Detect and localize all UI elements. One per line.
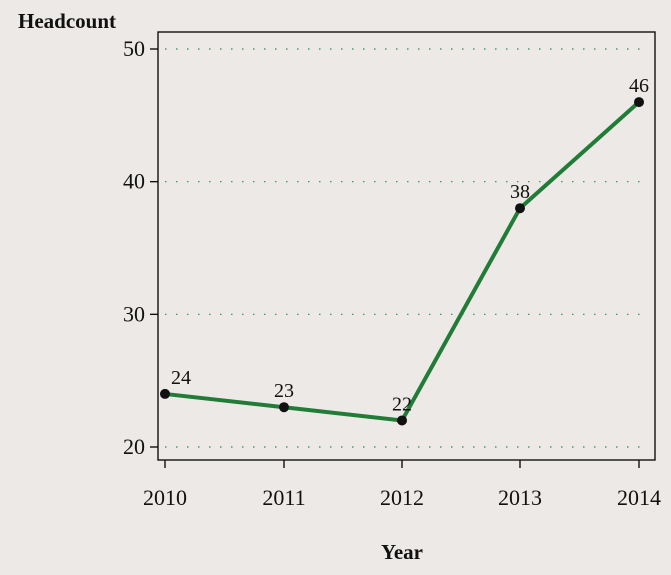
y-tick-label-20: 20 bbox=[123, 434, 145, 459]
y-tick-label-40: 40 bbox=[123, 169, 145, 194]
y-tick-label-30: 30 bbox=[123, 301, 145, 326]
y-axis: 20 30 40 50 bbox=[123, 36, 158, 459]
x-tick-label-2011: 2011 bbox=[262, 485, 305, 510]
data-point-2011 bbox=[279, 402, 289, 413]
data-label-2014: 46 bbox=[629, 75, 649, 97]
data-point-2013 bbox=[515, 203, 525, 214]
data-label-2013: 38 bbox=[510, 181, 530, 203]
data-point-2012 bbox=[397, 415, 407, 426]
plot-area: 20 30 40 50 2010 2011 2012 2013 2014 24 23 22 38 46 bbox=[123, 31, 661, 510]
data-label-2010: 24 bbox=[171, 367, 191, 389]
data-point-2014 bbox=[634, 97, 644, 108]
plot-frame bbox=[157, 31, 656, 461]
y-tick-label-50: 50 bbox=[123, 36, 145, 61]
data-labels: 24 23 22 38 46 bbox=[171, 75, 649, 415]
y-axis-title: Headcount bbox=[18, 9, 116, 33]
data-point-2010 bbox=[160, 388, 170, 399]
x-tick-label-2012: 2012 bbox=[380, 485, 424, 510]
x-tick-label-2013: 2013 bbox=[498, 485, 542, 510]
x-axis-title: Year bbox=[381, 540, 423, 564]
x-axis: 2010 2011 2012 2013 2014 bbox=[143, 460, 661, 510]
data-points bbox=[160, 97, 644, 426]
data-label-2012: 22 bbox=[392, 393, 412, 415]
x-tick-label-2010: 2010 bbox=[143, 485, 187, 510]
x-tick-label-2014: 2014 bbox=[617, 485, 661, 510]
data-label-2011: 23 bbox=[274, 380, 294, 402]
